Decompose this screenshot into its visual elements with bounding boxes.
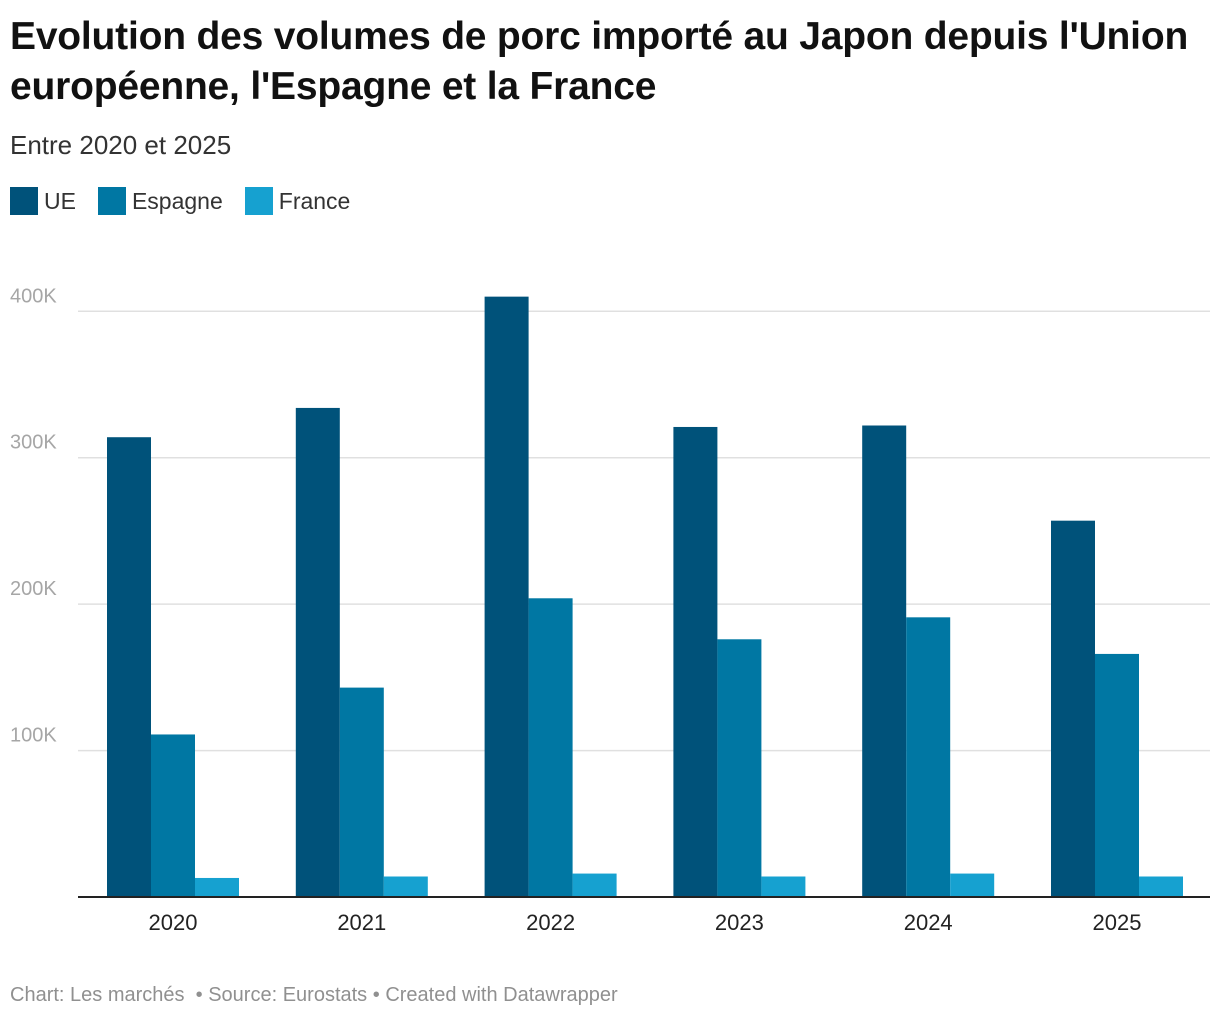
bars <box>107 296 1183 898</box>
legend-label-france: France <box>278 188 351 214</box>
legend-label-espagne: Espagne <box>131 188 223 214</box>
y-tick-label: 400K <box>10 285 57 307</box>
legend-item-espagne: Espagne <box>97 186 223 216</box>
bar-france-2020 <box>195 877 239 897</box>
x-tick-label-2023: 2023 <box>715 910 764 935</box>
legend-label-ue: UE <box>44 188 76 214</box>
bar-france-2021 <box>383 876 428 897</box>
bar-espagne-2024 <box>906 617 951 897</box>
x-tick-label-2025: 2025 <box>1093 910 1142 935</box>
bar-ue-2023 <box>673 426 718 897</box>
legend-swatch-france <box>244 187 273 215</box>
chart-title: Evolution des volumes de porc importé au… <box>10 15 1189 108</box>
footer-chart-credit: Chart: Les marchés <box>10 984 185 1006</box>
legend-swatch-espagne <box>97 187 126 215</box>
legend-swatch-ue <box>10 187 38 215</box>
bar-ue-2025 <box>1051 520 1095 897</box>
bar-france-2024 <box>950 873 995 897</box>
legend-item-france: France <box>244 186 351 216</box>
footer-separator-1: • <box>195 984 203 1006</box>
y-tick-labels: 100K 200K 300K 400K <box>10 285 57 746</box>
bar-ue-2021 <box>295 407 340 897</box>
legend-item-ue: UE <box>10 186 76 216</box>
gridlines <box>78 310 1210 752</box>
legend: UE Espagne France <box>10 186 350 216</box>
bar-france-2023 <box>761 876 806 897</box>
chart-footer: Chart: Les marchés • Source: Eurostats •… <box>10 982 618 1008</box>
y-tick-label: 100K <box>10 725 57 747</box>
bar-france-2022 <box>572 873 617 897</box>
bar-espagne-2021 <box>339 687 384 897</box>
bar-espagne-2022 <box>528 598 573 897</box>
x-tick-label-2021: 2021 <box>337 910 386 935</box>
x-tick-label-2022: 2022 <box>526 910 575 935</box>
x-tick-label-2024: 2024 <box>904 910 953 935</box>
chart-subtitle: Entre 2020 et 2025 <box>10 130 232 160</box>
bar-france-2025 <box>1139 876 1183 897</box>
y-tick-label: 200K <box>10 578 57 600</box>
bar-ue-2022 <box>484 296 529 898</box>
bar-ue-2024 <box>862 425 907 897</box>
bar-espagne-2025 <box>1095 653 1139 897</box>
bar-espagne-2023 <box>717 639 762 897</box>
footer-source: Source: Eurostats <box>208 984 368 1006</box>
x-tick-label-2020: 2020 <box>149 910 198 935</box>
bar-espagne-2020 <box>151 734 195 897</box>
y-tick-label: 300K <box>10 432 57 454</box>
footer-created-with: Created with Datawrapper <box>385 984 618 1006</box>
bar-ue-2020 <box>107 437 151 897</box>
footer-separator-2: • <box>372 984 380 1006</box>
x-tick-labels: 2020 2021 2022 2023 2024 2025 <box>149 910 1142 935</box>
